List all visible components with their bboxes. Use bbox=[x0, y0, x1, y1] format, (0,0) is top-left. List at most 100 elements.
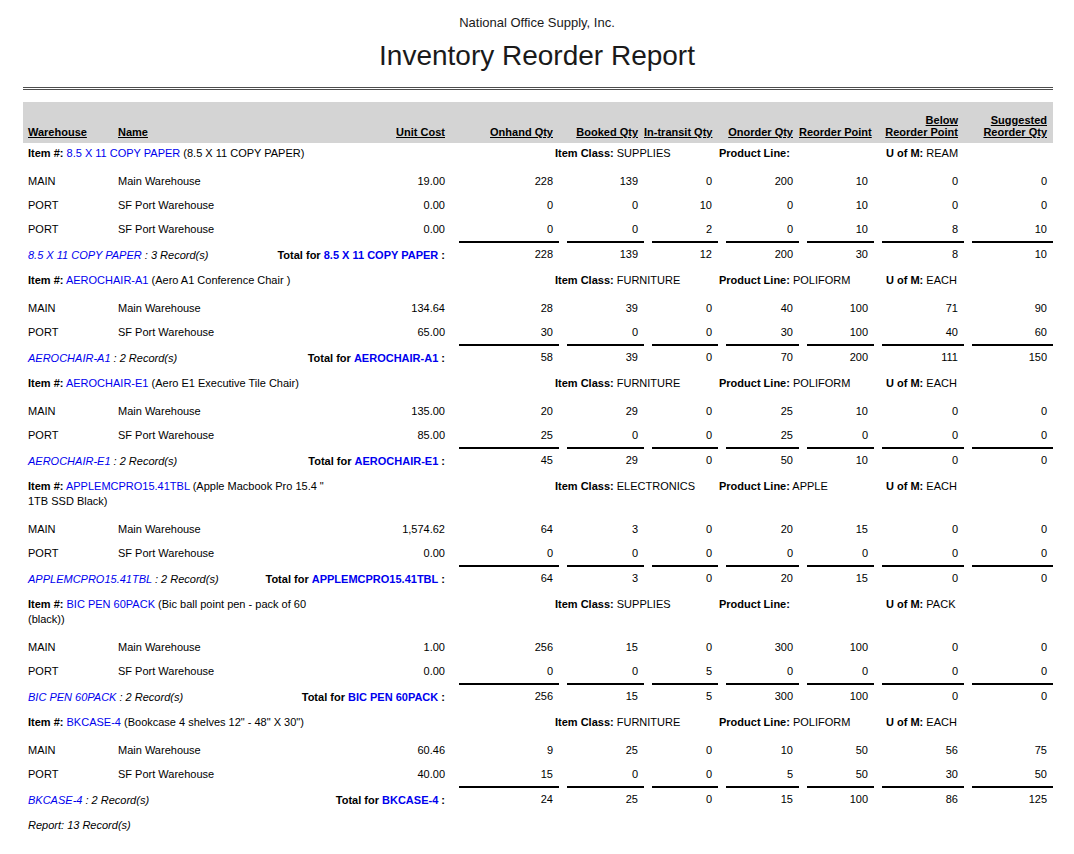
total-onorder-qty: 50 bbox=[718, 447, 799, 476]
cell-onhand-qty: 28 bbox=[451, 296, 559, 320]
cell-below-reorder-point: 40 bbox=[874, 320, 964, 344]
col-suggested-reorder-qty: Suggested Reorder Qty bbox=[964, 102, 1053, 143]
cell-booked-qty: 0 bbox=[559, 541, 644, 565]
item-code-link[interactable]: AEROCHAIR-A1 bbox=[66, 274, 149, 286]
item-number-label: Item #: bbox=[28, 274, 63, 286]
cell-suggested-reorder-qty: 0 bbox=[964, 517, 1053, 541]
item-code-link[interactable]: APPLEMCPRO15.41TBL bbox=[66, 480, 190, 492]
cell-below-reorder-point: 30 bbox=[874, 762, 964, 786]
item-code-link[interactable]: BIC PEN 60PACK bbox=[28, 691, 116, 703]
cell-reorder-point: 100 bbox=[799, 635, 874, 659]
product-line: Product Line: bbox=[719, 146, 790, 161]
item-total-row: 8.5 X 11 COPY PAPER : 3 Record(s) Total … bbox=[23, 241, 1053, 270]
cell-below-reorder-point: 0 bbox=[874, 659, 964, 683]
total-booked-qty: 3 bbox=[559, 565, 644, 594]
record-count: 8.5 X 11 COPY PAPER : 3 Record(s) bbox=[28, 249, 208, 261]
cell-booked-qty: 15 bbox=[559, 635, 644, 659]
cell-onhand-qty: 30 bbox=[451, 320, 559, 344]
item-code-link[interactable]: 8.5 X 11 COPY PAPER bbox=[67, 147, 181, 159]
item-number-line: Item #: APPLEMCPRO15.41TBL (Apple Macboo… bbox=[28, 479, 533, 509]
item-code-link[interactable]: 8.5 X 11 COPY PAPER bbox=[28, 249, 142, 261]
cell-reorder-point: 0 bbox=[799, 541, 874, 565]
company-name: National Office Supply, Inc. bbox=[0, 0, 1074, 30]
cell-booked-qty: 0 bbox=[559, 193, 644, 217]
cell-onorder-qty: 300 bbox=[718, 635, 799, 659]
warehouse-row: MAIN Main Warehouse 134.64 28 39 0 40 10… bbox=[23, 296, 1053, 320]
cell-unit-cost: 134.64 bbox=[358, 296, 451, 320]
item-number-line: Item #: AEROCHAIR-E1 (Aero E1 Executive … bbox=[28, 376, 533, 391]
total-onorder-qty: 200 bbox=[718, 241, 799, 270]
total-onorder-qty: 20 bbox=[718, 565, 799, 594]
item-code-link[interactable]: BIC PEN 60PACK bbox=[67, 598, 155, 610]
unit-of-measure: U of M: REAM bbox=[886, 146, 958, 161]
item-code-link[interactable]: AEROCHAIR-A1 bbox=[354, 352, 438, 364]
cell-onhand-qty: 9 bbox=[451, 738, 559, 762]
item-header-row: Item #: BIC PEN 60PACK (Bic ball point p… bbox=[23, 594, 1053, 635]
cell-onorder-qty: 0 bbox=[718, 217, 799, 241]
cell-reorder-point: 10 bbox=[799, 169, 874, 193]
item-header-row: Item #: APPLEMCPRO15.41TBL (Apple Macboo… bbox=[23, 476, 1053, 517]
cell-reorder-point: 10 bbox=[799, 217, 874, 241]
warehouse-row: PORT SF Port Warehouse 0.00 0 0 0 0 0 0 … bbox=[23, 541, 1053, 565]
cell-intransit-qty: 10 bbox=[644, 193, 718, 217]
cell-onhand-qty: 228 bbox=[451, 169, 559, 193]
item-total-row: APPLEMCPRO15.41TBL : 2 Record(s) Total f… bbox=[23, 565, 1053, 594]
item-code-link[interactable]: AEROCHAIR-E1 bbox=[28, 455, 111, 467]
cell-booked-qty: 29 bbox=[559, 399, 644, 423]
cell-below-reorder-point: 0 bbox=[874, 193, 964, 217]
warehouse-row: PORT SF Port Warehouse 0.00 0 0 2 0 10 8… bbox=[23, 217, 1053, 241]
cell-booked-qty: 3 bbox=[559, 517, 644, 541]
cell-onorder-qty: 200 bbox=[718, 169, 799, 193]
cell-booked-qty: 39 bbox=[559, 296, 644, 320]
record-count: APPLEMCPRO15.41TBL : 2 Record(s) bbox=[28, 573, 219, 585]
cell-name: Main Warehouse bbox=[118, 399, 358, 423]
item-code-link[interactable]: APPLEMCPRO15.41TBL bbox=[312, 573, 439, 585]
total-onhand-qty: 58 bbox=[451, 344, 559, 373]
unit-of-measure: U of M: EACH bbox=[886, 479, 957, 494]
cell-onorder-qty: 0 bbox=[718, 659, 799, 683]
cell-suggested-reorder-qty: 90 bbox=[964, 296, 1053, 320]
item-code-link[interactable]: BKCASE-4 bbox=[67, 716, 121, 728]
item-total-row: AEROCHAIR-E1 : 2 Record(s) Total for AER… bbox=[23, 447, 1053, 476]
total-booked-qty: 29 bbox=[559, 447, 644, 476]
cell-name: SF Port Warehouse bbox=[118, 659, 358, 683]
item-code-link[interactable]: AEROCHAIR-A1 bbox=[28, 352, 111, 364]
item-description-line2: 1TB SSD Black) bbox=[28, 494, 533, 509]
item-code-link[interactable]: AEROCHAIR-E1 bbox=[355, 455, 439, 467]
cell-unit-cost: 40.00 bbox=[358, 762, 451, 786]
unit-of-measure: U of M: PACK bbox=[886, 597, 955, 612]
item-description: (Bic ball point pen - pack of 60 bbox=[158, 598, 306, 610]
total-below-reorder-point: 0 bbox=[874, 683, 964, 712]
item-total-row: BIC PEN 60PACK : 2 Record(s) Total for B… bbox=[23, 683, 1053, 712]
col-intransit-qty: In-transit Qty bbox=[644, 126, 712, 138]
item-number-line: Item #: 8.5 X 11 COPY PAPER (8.5 X 11 CO… bbox=[28, 146, 533, 161]
col-name: Name bbox=[118, 126, 148, 138]
item-code-link[interactable]: BKCASE-4 bbox=[382, 794, 438, 806]
cell-reorder-point: 100 bbox=[799, 320, 874, 344]
item-class: Item Class: ELECTRONICS bbox=[555, 479, 695, 494]
record-count: AEROCHAIR-E1 : 2 Record(s) bbox=[28, 455, 177, 467]
total-for-label: Total for APPLEMCPRO15.41TBL : bbox=[265, 573, 445, 585]
cell-unit-cost: 0.00 bbox=[358, 217, 451, 241]
total-reorder-point: 100 bbox=[799, 683, 874, 712]
item-code-link[interactable]: BKCASE-4 bbox=[28, 794, 82, 806]
cell-warehouse: MAIN bbox=[23, 296, 118, 320]
item-code-link[interactable]: AEROCHAIR-E1 bbox=[66, 377, 149, 389]
cell-onorder-qty: 0 bbox=[718, 193, 799, 217]
cell-suggested-reorder-qty: 50 bbox=[964, 762, 1053, 786]
cell-unit-cost: 0.00 bbox=[358, 193, 451, 217]
item-description: (Aero A1 Conference Chair ) bbox=[152, 274, 291, 286]
total-below-reorder-point: 0 bbox=[874, 565, 964, 594]
total-intransit-qty: 12 bbox=[644, 241, 718, 270]
item-code-link[interactable]: BIC PEN 60PACK bbox=[348, 691, 438, 703]
cell-warehouse: PORT bbox=[23, 193, 118, 217]
item-code-link[interactable]: APPLEMCPRO15.41TBL bbox=[28, 573, 152, 585]
warehouse-row: MAIN Main Warehouse 1.00 256 15 0 300 10… bbox=[23, 635, 1053, 659]
cell-booked-qty: 0 bbox=[559, 217, 644, 241]
col-onorder-qty: Onorder Qty bbox=[728, 126, 793, 138]
total-intransit-qty: 0 bbox=[644, 344, 718, 373]
item-code-link[interactable]: 8.5 X 11 COPY PAPER bbox=[324, 249, 439, 261]
item-class: Item Class: FURNITURE bbox=[555, 715, 680, 730]
cell-onhand-qty: 64 bbox=[451, 517, 559, 541]
record-count: BIC PEN 60PACK : 2 Record(s) bbox=[28, 691, 183, 703]
